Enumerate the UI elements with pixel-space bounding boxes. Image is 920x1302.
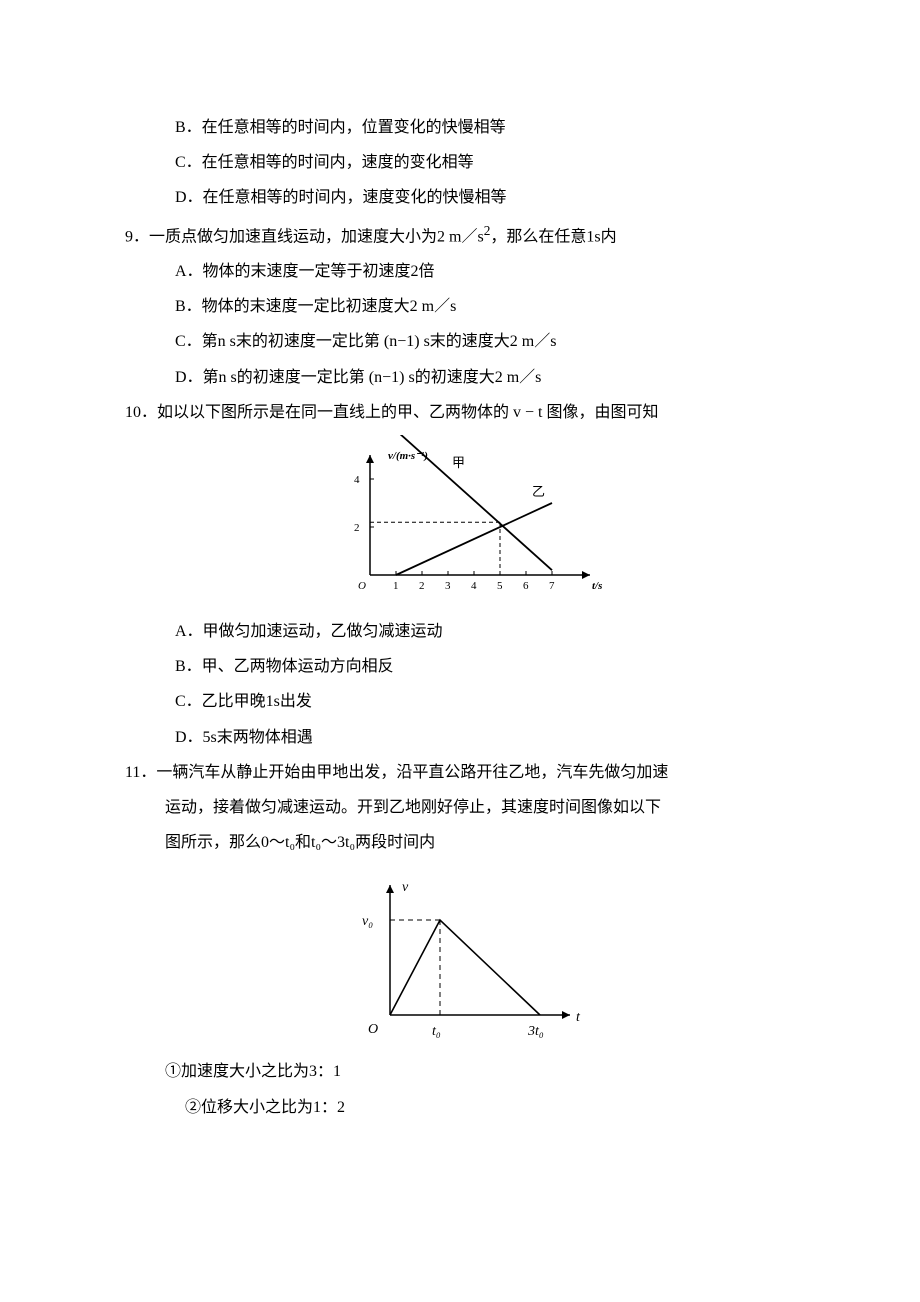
q10-option-d: D．5s末两物体相遇 [125,720,795,755]
svg-text:t₀: t₀ [432,1024,441,1039]
svg-text:6: 6 [523,580,529,592]
q9-option-b: B．物体的末速度一定比初速度大2 m／s [125,289,795,324]
q11-stem-line1: 11．一辆汽车从静止开始由甲地出发，沿平直公路开往乙地，汽车先做匀加速 [125,755,795,790]
q11-stem-line3: 图所示，那么0～t₀和t₀～3t₀两段时间内 [125,825,795,860]
svg-text:t/s: t/s [592,580,602,592]
svg-text:4: 4 [471,580,477,592]
q10-option-c: C．乙比甲晚1s出发 [125,684,795,719]
q9-option-d: D．第n s的初速度一定比第 (n−1) s的初速度大2 m／s [125,360,795,395]
q10-chart-svg: v/(m·s⁻¹)t/sO12345672468甲乙 [310,435,610,605]
svg-text:甲: 甲 [452,455,465,470]
q8-option-c: C．在任意相等的时间内，速度的变化相等 [125,145,795,180]
q10-stem: 10．如以以下图所示是在同一直线上的甲、乙两物体的 v − t 图像，由图可知 [125,395,795,430]
svg-text:1: 1 [393,580,399,592]
svg-text:v₀: v₀ [362,914,373,929]
q10-chart: v/(m·s⁻¹)t/sO12345672468甲乙 [125,435,795,609]
svg-text:O: O [358,580,366,592]
q8-option-b: B．在任意相等的时间内，位置变化的快慢相等 [125,110,795,145]
q10-option-b: B．甲、乙两物体运动方向相反 [125,649,795,684]
svg-text:v/(m·s⁻¹): v/(m·s⁻¹) [388,450,428,462]
svg-text:6: 6 [354,435,360,438]
q9-stem-pre: 9．一质点做匀加速直线运动，加速度大小为2 m／s [125,228,484,245]
q10-option-a: A．甲做匀加速运动，乙做匀减速运动 [125,614,795,649]
q9-stem: 9．一质点做匀加速直线运动，加速度大小为2 m／s2，那么在任意1s内 [125,216,795,255]
q8-option-d: D．在任意相等的时间内，速度变化的快慢相等 [125,180,795,215]
svg-text:3t₀: 3t₀ [527,1024,544,1039]
svg-text:O: O [368,1022,378,1037]
svg-text:3: 3 [445,580,451,592]
svg-text:5: 5 [497,580,503,592]
svg-text:t: t [576,1010,581,1025]
svg-text:2: 2 [419,580,425,592]
svg-text:乙: 乙 [532,484,545,499]
q9-option-a: A．物体的末速度一定等于初速度2倍 [125,254,795,289]
q9-stem-post: ，那么在任意1s内 [490,228,616,245]
q11-sub2: ②位移大小之比为1：2 [125,1090,795,1125]
q11-chart: v t Ov₀ t₀ 3t₀ [125,865,795,1049]
svg-text:7: 7 [549,580,555,592]
svg-text:4: 4 [354,474,360,486]
svg-text:v: v [402,880,409,895]
q11-stem-line2: 运动，接着做匀减速运动。开到乙地刚好停止，其速度时间图像如以下 [125,790,795,825]
q11-chart-svg: v t Ov₀ t₀ 3t₀ [330,865,590,1045]
svg-text:2: 2 [354,522,360,534]
q9-option-c: C．第n s末的初速度一定比第 (n−1) s末的速度大2 m／s [125,324,795,359]
q11-sub1: ①加速度大小之比为3：1 [125,1054,795,1089]
